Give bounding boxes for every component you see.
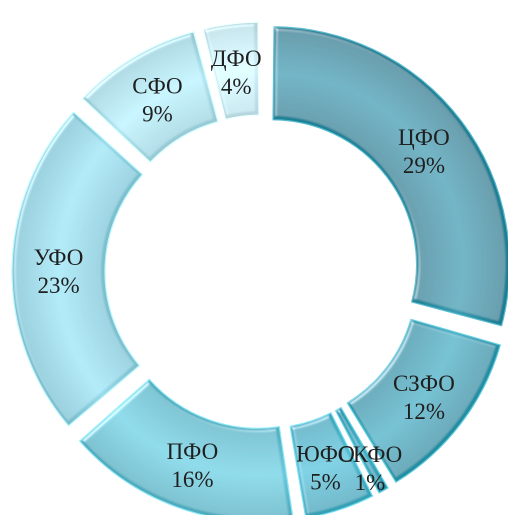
slice-5 — [78, 378, 294, 515]
slice-label-5: ПФО — [167, 439, 219, 464]
slice-value-8: 4% — [221, 74, 252, 99]
slice-label-2: СЗФО — [393, 371, 455, 396]
slice-7 — [81, 31, 219, 164]
slice-4 — [289, 412, 374, 515]
slice-value-4: 5% — [310, 469, 341, 494]
slice-value-1: 29% — [403, 153, 445, 178]
slice-value-5: 16% — [171, 467, 213, 492]
slice-2 — [346, 318, 502, 484]
slices-layer — [11, 21, 508, 515]
slice-8 — [202, 21, 260, 121]
slice-label-4: ЮФО — [296, 441, 355, 466]
labels-layer: ЦФО 29% СЗФО 12%СКФО 1%ЮФО 5% ПФО 16% УФО 23% СФО 9… — [34, 46, 455, 495]
slice-label-7: СФО — [132, 73, 182, 98]
slice-label-8: ДФО — [211, 46, 262, 71]
slice-3 — [334, 406, 389, 494]
slice-label-1: ЦФО — [398, 125, 450, 150]
slice-label-6: УФО — [34, 245, 84, 270]
slice-6 — [11, 111, 144, 427]
slice-value-7: 9% — [142, 101, 173, 126]
slice-1 — [272, 26, 508, 327]
slice-value-3: 1% — [355, 470, 386, 495]
slice-value-2: 12% — [403, 399, 445, 424]
slice-label-3: СКФО — [338, 442, 403, 467]
slice-value-6: 23% — [37, 273, 79, 298]
